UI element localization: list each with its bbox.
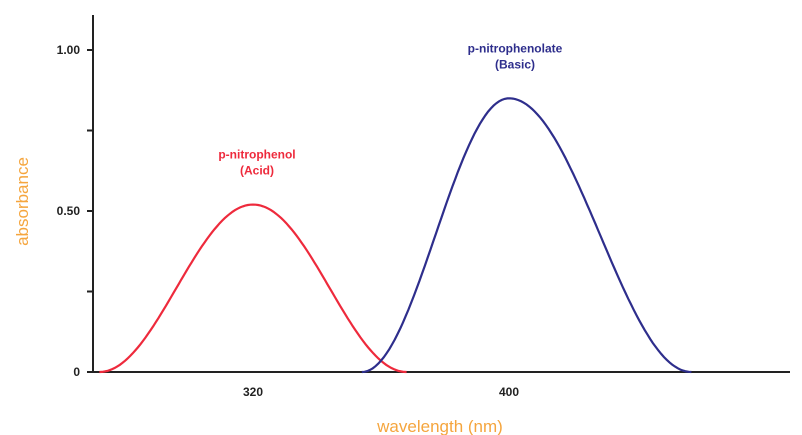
acid-annotation: p-nitrophenol (218, 148, 295, 162)
acid-annotation: (Acid) (240, 164, 274, 178)
curves (99, 97, 692, 374)
basic-annotation: (Basic) (495, 57, 535, 71)
y-tick-label: 1.00 (57, 43, 81, 57)
y-tick-label: 0 (73, 365, 80, 379)
acid-curve (99, 203, 407, 374)
y-axis-title: absorbance (13, 157, 32, 246)
x-axis-title: wavelength (nm) (376, 417, 503, 435)
labels: wavelength (nm) absorbance p-nitrophenol (A… (13, 41, 563, 435)
x-tick-label: 320 (243, 385, 263, 399)
x-tick-label: 400 (499, 385, 519, 399)
axes (92, 15, 790, 373)
basic-curve (361, 97, 692, 374)
y-tick-label: 0.50 (57, 204, 81, 218)
ticks: 0 0.50 1.00 320 400 (57, 43, 520, 399)
basic-annotation: p-nitrophenolate (468, 41, 563, 55)
